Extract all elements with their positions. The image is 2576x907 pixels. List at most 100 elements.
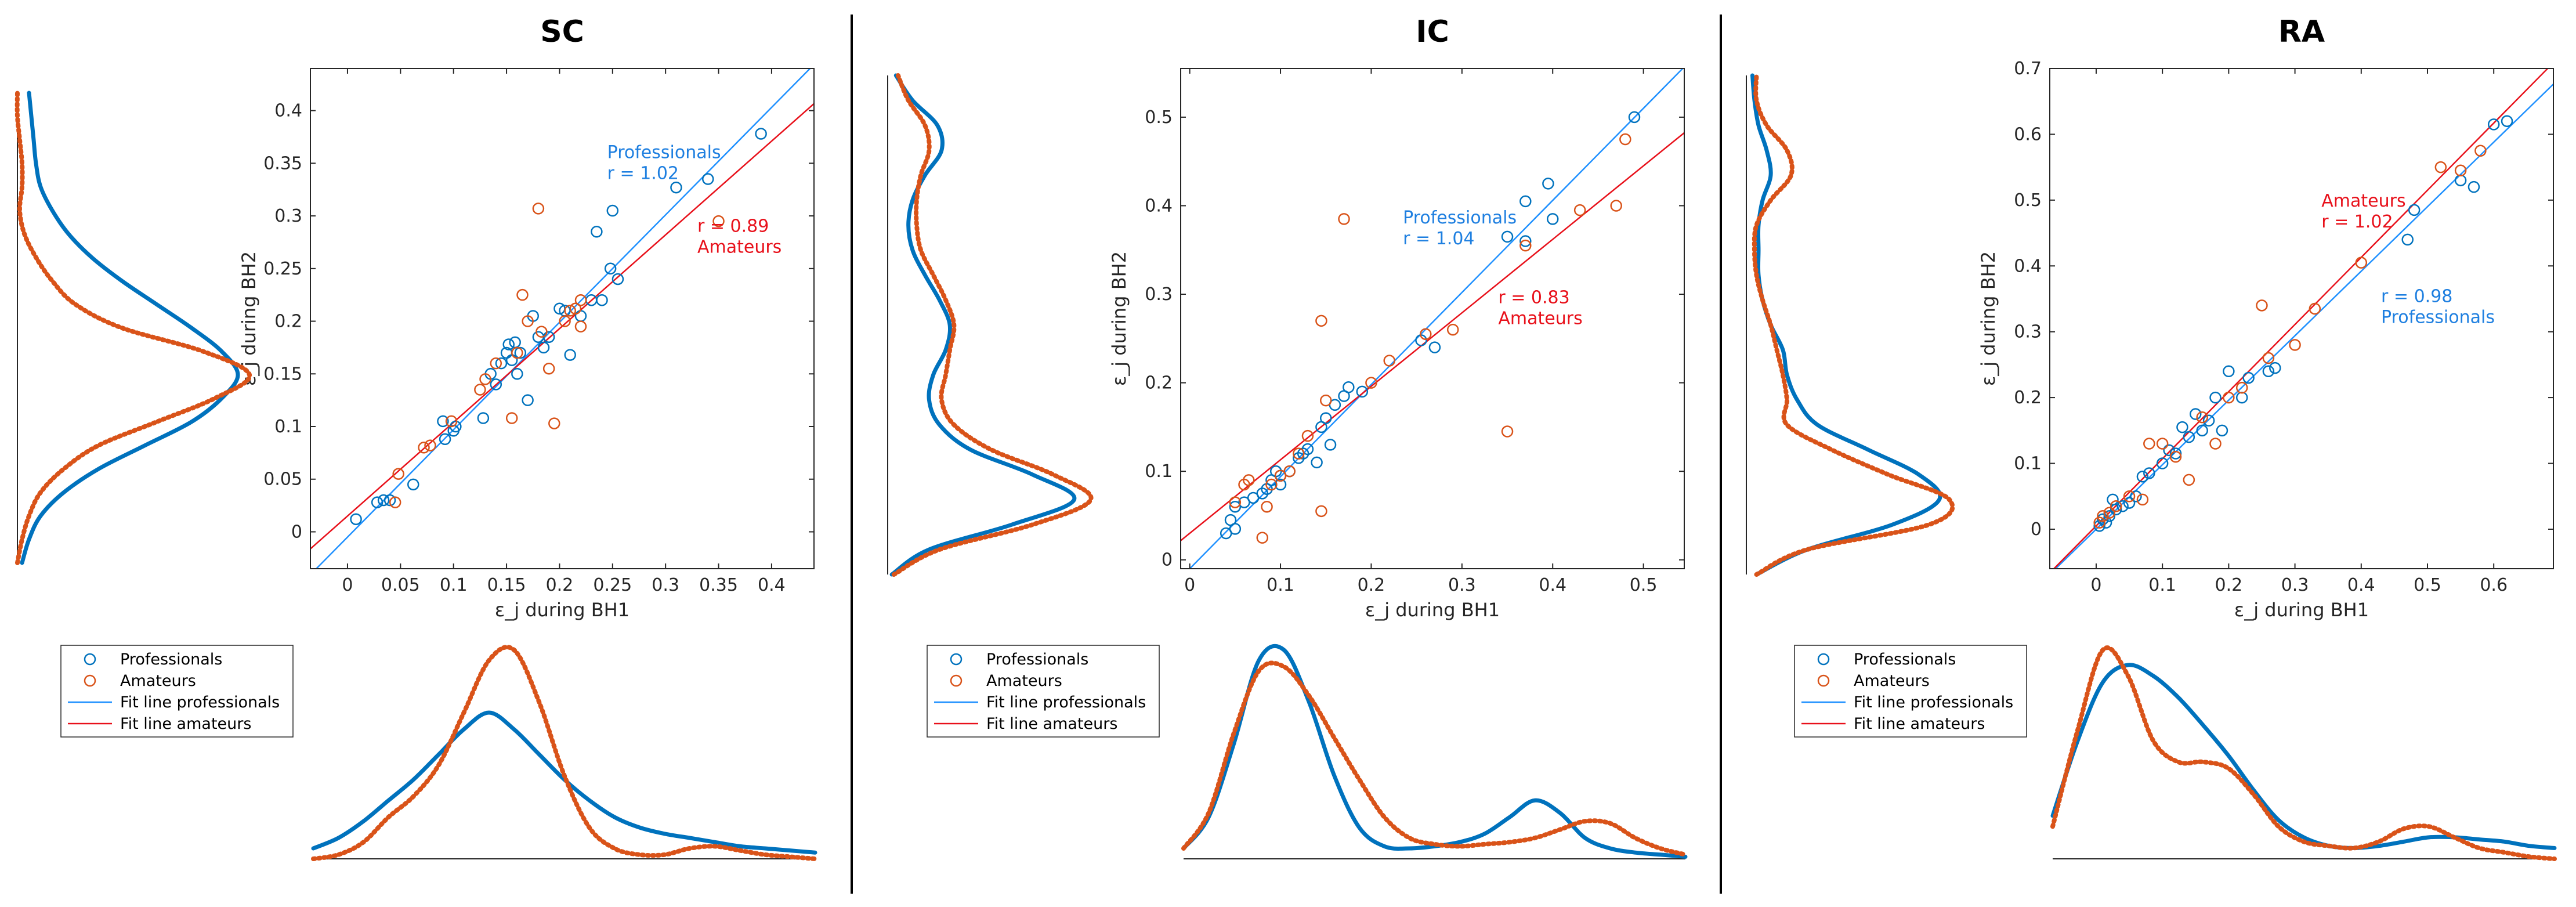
point-professionals (1428, 341, 1441, 353)
x-tick-label: 0.2 (1358, 575, 1385, 595)
point-professionals (371, 496, 383, 508)
legend: Professionals Amateurs Fit line profession… (927, 645, 1160, 738)
legend-label: Amateurs (120, 672, 196, 690)
point-amateurs (2309, 302, 2321, 315)
density-x-amateurs (2050, 645, 2557, 861)
point-professionals (522, 394, 534, 406)
legend-marker-professionals (1817, 653, 1830, 666)
point-professionals (2401, 233, 2414, 246)
point-professionals (1324, 439, 1337, 451)
point-professionals (490, 378, 502, 391)
point-amateurs (2093, 516, 2105, 529)
point-amateurs (1338, 213, 1350, 225)
point-professionals (2136, 470, 2149, 483)
legend-label: Professionals (120, 651, 222, 668)
point-amateurs (2103, 507, 2116, 519)
annotation-label: r = 0.98 (2381, 287, 2452, 307)
point-amateurs (1420, 328, 1432, 340)
y-tick-label: 0.5 (2014, 190, 2042, 211)
point-professionals (2176, 421, 2188, 433)
point-amateurs (522, 315, 534, 327)
x-tick-label: 0.5 (2414, 575, 2441, 595)
point-professionals (2097, 513, 2109, 526)
x-tick-label: 0 (342, 575, 353, 595)
x-axis-label: ε_j during BH1 (495, 599, 629, 621)
x-axis-label: ε_j during BH1 (2234, 599, 2369, 621)
point-professionals (2269, 362, 2281, 374)
point-amateurs (479, 373, 491, 385)
annotation-label: Amateurs (1498, 308, 1582, 328)
point-amateurs (445, 415, 458, 428)
point-amateurs (2454, 164, 2467, 177)
point-professionals (2163, 444, 2175, 457)
x-tick-label: 0.4 (1539, 575, 1566, 595)
y-tick-label: 0.3 (2014, 322, 2042, 342)
fit-line-amateurs (2053, 68, 2549, 569)
point-professionals (2123, 497, 2136, 509)
point-professionals (2196, 424, 2208, 437)
point-amateurs (1265, 478, 1278, 491)
legend-label: Professionals (986, 651, 1088, 668)
point-amateurs (1315, 505, 1327, 518)
point-amateurs (2262, 352, 2275, 364)
point-professionals (505, 354, 518, 366)
point-professionals (407, 478, 419, 491)
point-amateurs (516, 288, 529, 301)
point-amateurs (536, 326, 548, 338)
panel-1: SC 0 0.05 0.1 0.15 0.2 0.25 0.3 0.35 0.4 0 0.05 0.1 0… (15, 15, 817, 861)
legend-label: Amateurs (986, 672, 1062, 690)
point-amateurs (1243, 474, 1255, 486)
point-professionals (1628, 111, 1641, 124)
point-professionals (495, 357, 508, 370)
annotation-label: Amateurs (697, 237, 782, 257)
fit-line-professionals (2054, 84, 2553, 569)
point-amateurs (1261, 500, 1273, 513)
point-professionals (574, 310, 587, 322)
point-amateurs (712, 215, 725, 227)
y-tick-label: 0.3 (274, 206, 302, 226)
point-professionals (612, 273, 624, 286)
point-amateurs (548, 417, 560, 429)
point-professionals (2209, 391, 2222, 404)
point-professionals (437, 415, 449, 428)
point-professionals (537, 341, 550, 354)
x-tick-label: 0.5 (1630, 575, 1658, 595)
point-professionals (377, 494, 390, 507)
point-professionals (2107, 493, 2119, 506)
point-amateurs (2183, 474, 2195, 486)
point-amateurs (2289, 339, 2301, 351)
fit-line-professionals (315, 68, 811, 569)
y-axis-label: ε_j during BH2 (238, 251, 260, 386)
point-professionals (2130, 490, 2142, 503)
chart-title: IC (1416, 15, 1449, 49)
y-tick-label: 0.05 (263, 469, 302, 490)
point-professionals (2169, 447, 2182, 460)
point-professionals (1311, 456, 1323, 469)
point-professionals (755, 128, 767, 140)
y-axis-label: ε_j during BH2 (1977, 251, 1999, 386)
point-professionals (1319, 412, 1332, 424)
annotation-label: Professionals (1403, 208, 1517, 228)
point-amateurs (1573, 204, 1586, 216)
point-amateurs (2355, 256, 2368, 269)
density-x-professionals (311, 710, 817, 855)
point-professionals (1343, 381, 1355, 393)
legend-box (927, 645, 1160, 738)
density-y-amateurs (891, 73, 1094, 577)
density-y-amateurs (15, 91, 252, 565)
point-amateurs (418, 442, 430, 454)
point-professionals (2242, 371, 2255, 384)
point-amateurs (574, 320, 587, 333)
point-amateurs (424, 439, 436, 451)
density-y-amateurs (1752, 73, 1955, 577)
point-amateurs (2136, 493, 2149, 506)
point-professionals (1356, 385, 1369, 398)
point-professionals (383, 494, 396, 507)
point-amateurs (2196, 411, 2208, 424)
legend-label: Professionals (1854, 651, 1956, 668)
chart-title: SC (540, 15, 584, 49)
point-amateurs (2143, 438, 2155, 450)
point-professionals (1546, 213, 1559, 225)
point-professionals (596, 294, 608, 306)
y-tick-label: 0.3 (1145, 284, 1173, 305)
